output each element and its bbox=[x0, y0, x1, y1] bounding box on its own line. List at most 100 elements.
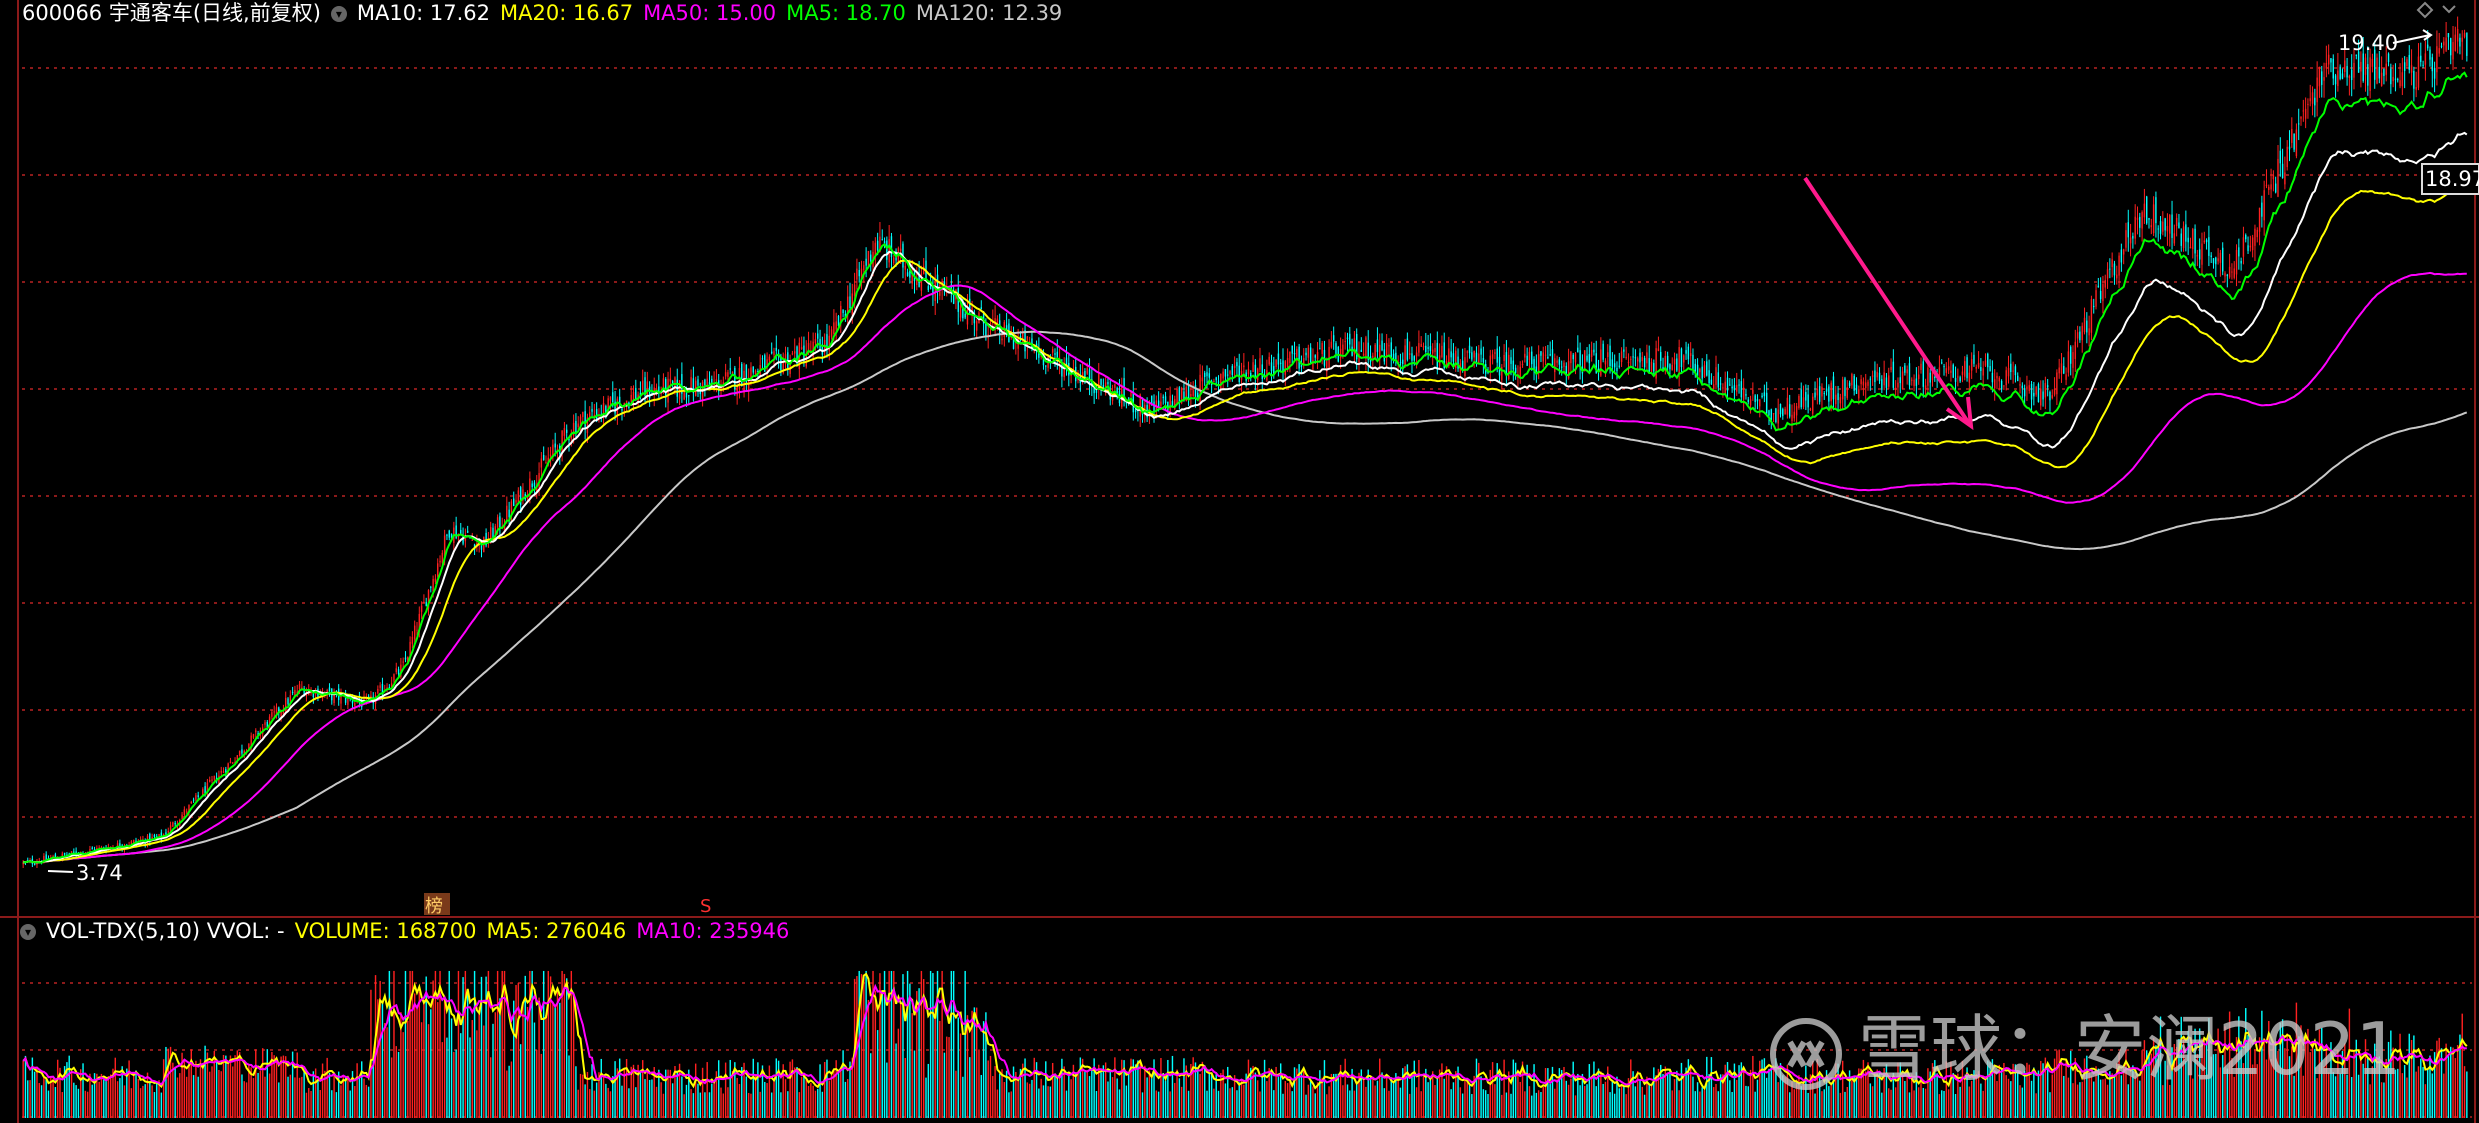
volume-bar bbox=[2030, 1080, 2033, 1118]
candle-body bbox=[2431, 57, 2434, 72]
candle-body bbox=[2194, 228, 2196, 254]
candle-body bbox=[489, 527, 492, 542]
candle-body bbox=[2017, 375, 2019, 382]
settings-toggle-icon[interactable]: ▾ bbox=[330, 6, 347, 22]
candle-body bbox=[1554, 358, 1556, 373]
volume-bar bbox=[420, 1022, 423, 1118]
volume-bar bbox=[499, 998, 501, 1118]
volume-bar bbox=[1385, 1074, 1388, 1118]
candle-body bbox=[183, 809, 186, 815]
candle-body bbox=[1754, 395, 1756, 403]
candle-body bbox=[1273, 366, 1275, 375]
candle-body bbox=[648, 386, 651, 399]
candle-body bbox=[1577, 347, 1579, 353]
volume-bar bbox=[1653, 1067, 1655, 1118]
volume-bar bbox=[52, 1078, 54, 1118]
volume-bar bbox=[1496, 1063, 1498, 1118]
candle-body bbox=[2185, 224, 2187, 242]
volume-bar bbox=[2194, 1028, 2196, 1118]
candle-body bbox=[2037, 384, 2040, 403]
candle-body bbox=[1821, 386, 1823, 397]
volume-bar bbox=[1851, 1080, 1853, 1118]
volume-bar bbox=[708, 1092, 711, 1118]
volume-bar bbox=[1019, 1068, 1022, 1118]
candle-body bbox=[2141, 212, 2143, 229]
volume-bar bbox=[1855, 1077, 1858, 1118]
candle-body bbox=[1719, 383, 1722, 385]
volume-bar bbox=[471, 1020, 473, 1118]
candle-body bbox=[522, 489, 524, 501]
candle-body bbox=[1570, 351, 1572, 364]
candle-body bbox=[2086, 320, 2088, 333]
candle-body bbox=[2348, 75, 2351, 78]
candle-body bbox=[867, 250, 870, 269]
corner-icons[interactable] bbox=[2416, 1, 2456, 19]
candle-body bbox=[1505, 352, 1508, 375]
volume-bar bbox=[570, 970, 573, 1118]
volume-bar bbox=[282, 1055, 285, 1118]
volume-bar bbox=[791, 1059, 794, 1118]
volume-bar bbox=[1736, 1079, 1738, 1118]
candle-body bbox=[1243, 365, 1245, 368]
volume-bar bbox=[1809, 1074, 1812, 1118]
volume-bar bbox=[952, 970, 955, 1118]
volume-bar bbox=[612, 1076, 614, 1118]
candle-body bbox=[1215, 377, 1217, 381]
volume-bar bbox=[2134, 1075, 2136, 1118]
candle-body bbox=[2360, 61, 2362, 72]
candle-body bbox=[294, 689, 296, 697]
volume-bar bbox=[872, 970, 874, 1118]
candle-body bbox=[692, 378, 695, 394]
volume-bar bbox=[2247, 1034, 2249, 1118]
candle-body bbox=[996, 318, 999, 325]
volume-bar bbox=[1835, 1063, 1837, 1118]
volume-bar bbox=[1694, 1091, 1696, 1118]
candle-body bbox=[582, 411, 584, 418]
candle-body bbox=[1982, 368, 1984, 376]
candle-body bbox=[377, 688, 379, 694]
candle-body bbox=[1542, 352, 1544, 362]
candle-body bbox=[2330, 58, 2332, 63]
volume-bar bbox=[156, 1081, 158, 1118]
candle-body bbox=[932, 285, 934, 294]
candle-body bbox=[775, 347, 778, 351]
candle-body bbox=[1116, 387, 1118, 396]
volume-bar bbox=[890, 970, 893, 1118]
candle-body bbox=[1943, 366, 1945, 368]
candle-body bbox=[1250, 372, 1252, 378]
volume-bar bbox=[2169, 1084, 2171, 1118]
volume-bar bbox=[2298, 1036, 2300, 1118]
volume-bar bbox=[1508, 1071, 1510, 1118]
volume-bar bbox=[1765, 1077, 1768, 1118]
candle-body bbox=[2445, 37, 2447, 51]
candle-body bbox=[1646, 352, 1648, 364]
candle-body bbox=[1687, 346, 1690, 360]
volume-bar bbox=[1554, 1088, 1556, 1118]
volume-bar bbox=[261, 1048, 264, 1118]
volume-bar bbox=[1210, 1074, 1213, 1118]
candle-body bbox=[814, 339, 817, 344]
candle-body bbox=[2240, 260, 2242, 264]
volume-bar bbox=[457, 970, 460, 1118]
volume-bar bbox=[2380, 1082, 2383, 1118]
volume-bar bbox=[1600, 1071, 1602, 1118]
candle-body bbox=[584, 411, 586, 430]
candle-body bbox=[446, 534, 448, 536]
volume-bar bbox=[50, 1077, 52, 1118]
volume-bar bbox=[1270, 1070, 1273, 1118]
volume-bar bbox=[681, 1076, 683, 1118]
volume-bar bbox=[1250, 1067, 1252, 1118]
candle-body bbox=[1779, 403, 1782, 415]
volume-bar bbox=[1033, 1057, 1035, 1118]
candle-body bbox=[671, 381, 674, 385]
candle-body bbox=[54, 854, 57, 858]
candle-body bbox=[2256, 229, 2258, 238]
candle-body bbox=[1968, 372, 1971, 383]
candle-body bbox=[2397, 79, 2399, 81]
volume-bar bbox=[1429, 1075, 1432, 1118]
volume-bar bbox=[757, 1062, 759, 1118]
candle-body bbox=[2344, 60, 2346, 73]
volume-bar bbox=[759, 1091, 761, 1118]
volume-toggle-icon[interactable]: ▾ bbox=[20, 924, 36, 940]
volume-bar bbox=[1484, 1090, 1487, 1118]
